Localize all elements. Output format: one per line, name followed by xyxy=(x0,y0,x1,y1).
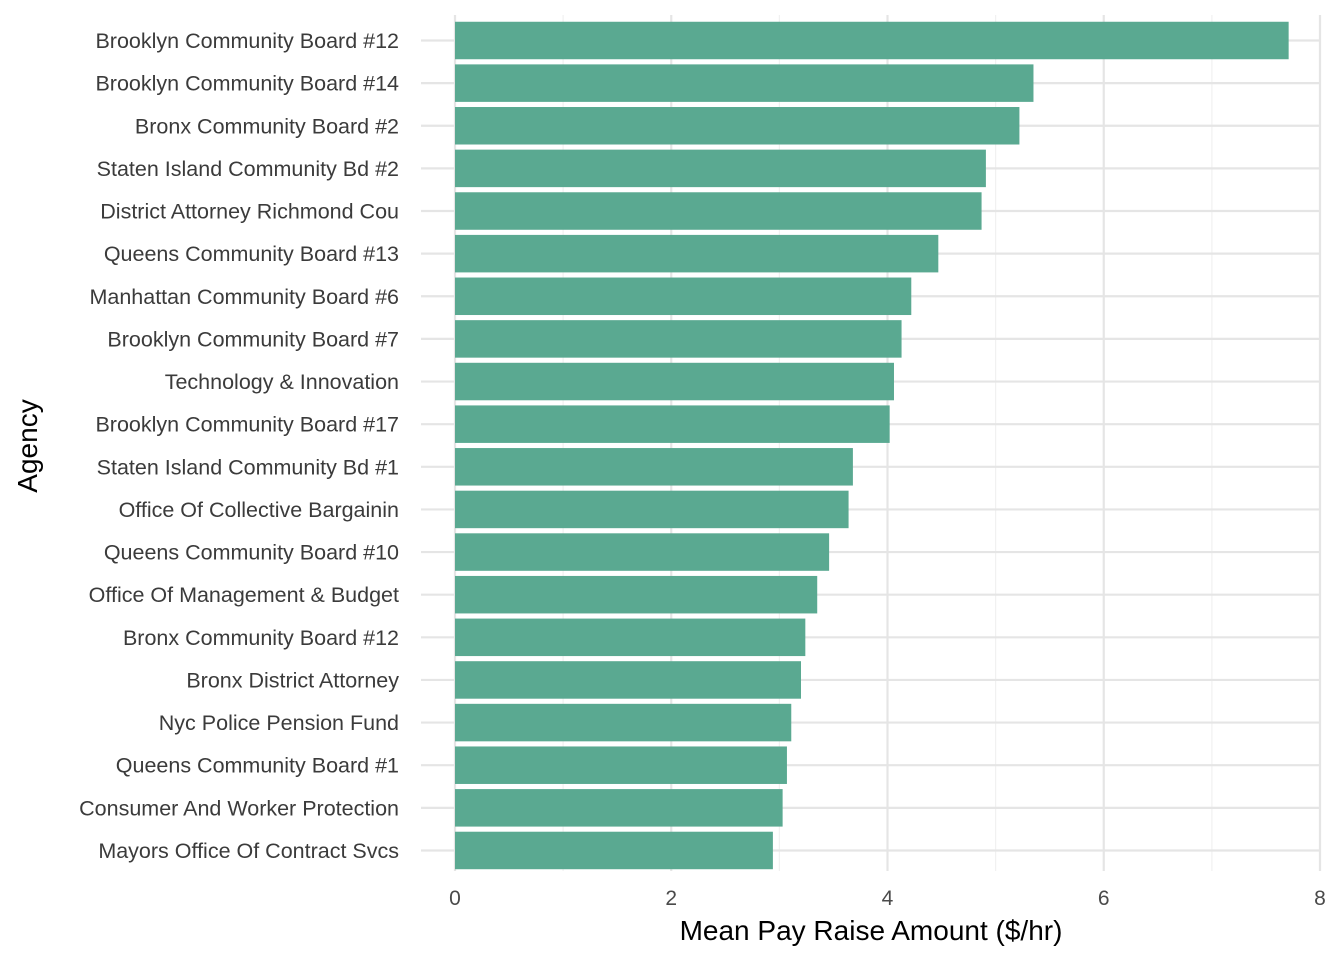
bar xyxy=(455,64,1034,102)
x-tick-label: 8 xyxy=(1314,887,1326,910)
bar xyxy=(455,789,783,827)
bar xyxy=(455,575,818,614)
y-tick-label: District Attorney Richmond Cou xyxy=(100,200,399,224)
y-tick-label: Brooklyn Community Board #12 xyxy=(95,29,399,53)
y-tick-label: Manhattan Community Board #6 xyxy=(89,285,399,309)
bar xyxy=(455,277,912,316)
bar xyxy=(455,107,1020,145)
y-tick-label: Nyc Police Pension Fund xyxy=(159,711,399,735)
bar xyxy=(455,234,939,273)
y-tick-label: Queens Community Board #10 xyxy=(104,541,399,565)
y-tick-label: Brooklyn Community Board #7 xyxy=(107,327,399,351)
y-tick-label: Bronx Community Board #2 xyxy=(135,114,399,138)
bar xyxy=(455,448,853,486)
y-tick-label: Queens Community Board #13 xyxy=(104,242,399,266)
x-axis-title: Mean Pay Raise Amount ($/hr) xyxy=(680,915,1063,946)
y-tick-label: Brooklyn Community Board #14 xyxy=(95,72,399,96)
y-tick-label: Technology & Innovation xyxy=(165,370,399,394)
y-tick-label: Staten Island Community Bd #1 xyxy=(97,455,399,479)
y-tick-label: Bronx Community Board #12 xyxy=(123,626,399,650)
x-tick-label: 2 xyxy=(665,887,677,910)
x-tick-label: 4 xyxy=(882,887,894,910)
y-tick-label: Office Of Management & Budget xyxy=(89,583,399,607)
bar xyxy=(455,405,890,443)
y-axis-tick-labels: Brooklyn Community Board #12 Brooklyn Com… xyxy=(79,29,399,863)
y-tick-label: Consumer And Worker Protection xyxy=(79,796,399,820)
x-tick-label: 0 xyxy=(449,887,461,910)
bar xyxy=(455,746,787,784)
bars xyxy=(455,21,1289,870)
bar xyxy=(455,149,986,188)
y-tick-label: Mayors Office Of Contract Svcs xyxy=(98,839,399,863)
y-tick-label: Brooklyn Community Board #17 xyxy=(95,413,399,437)
bar xyxy=(455,320,902,358)
bar xyxy=(455,831,773,870)
x-tick-label: 6 xyxy=(1098,887,1110,910)
y-tick-label: Bronx District Attorney xyxy=(186,668,399,692)
bar xyxy=(455,533,830,571)
bar xyxy=(455,661,801,699)
bar xyxy=(455,703,792,742)
y-tick-label: Queens Community Board #1 xyxy=(116,754,399,778)
x-axis-tick-labels: 0 2 4 6 8 xyxy=(449,887,1326,910)
bar xyxy=(455,192,982,230)
y-axis-title: Agency xyxy=(12,399,43,492)
bar xyxy=(455,490,849,529)
y-tick-label: Staten Island Community Bd #2 xyxy=(97,157,399,181)
y-tick-label: Office Of Collective Bargainin xyxy=(119,498,399,522)
bar xyxy=(455,362,894,401)
bar xyxy=(455,618,806,657)
bar xyxy=(455,21,1289,60)
